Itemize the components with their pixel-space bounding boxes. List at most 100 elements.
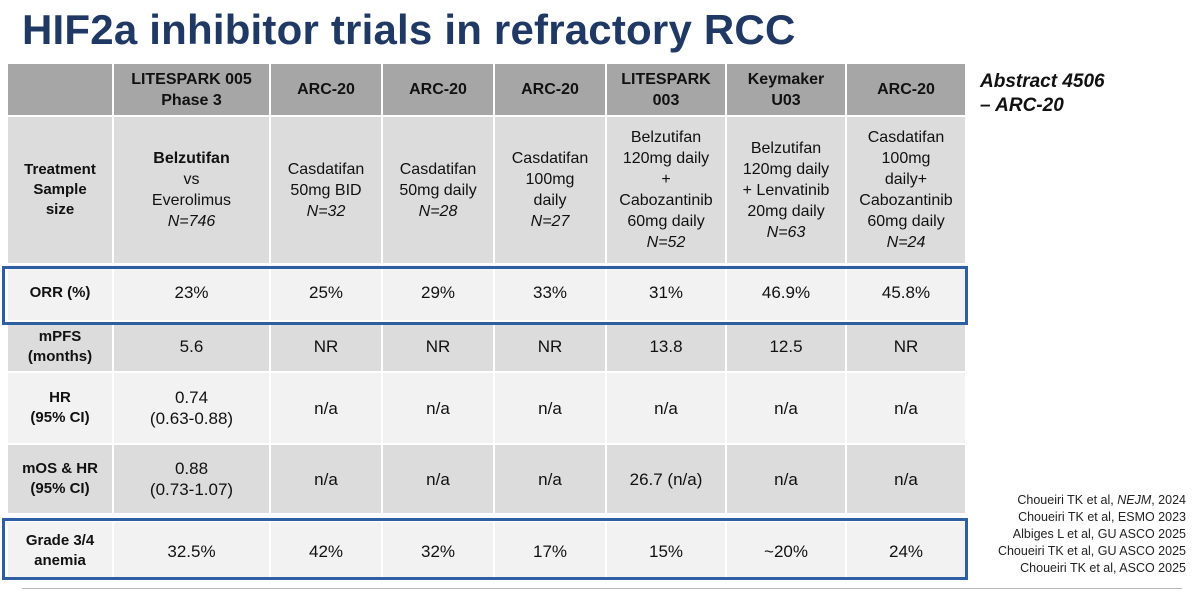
references: Choueiri TK et al, NEJM, 2024 Choueiri T… <box>998 492 1186 577</box>
mpfs-cell: NR <box>271 322 383 373</box>
treatment-line: 60mg daily <box>867 213 945 230</box>
mos-cell: n/a <box>495 445 607 515</box>
reference-year: , 2024 <box>1151 493 1186 507</box>
row-label-anemia: Grade 3/4 anemia <box>8 522 114 582</box>
treatment-line: Casdatifan <box>399 160 477 178</box>
treatment-cell: Belzutifan vs Everolimus N=746 <box>114 117 271 265</box>
mos-cell: n/a <box>847 445 967 515</box>
mpfs-cell: NR <box>383 322 495 373</box>
orr-cell: 33% <box>495 265 607 322</box>
treatment-line: Casdatifan <box>511 150 589 167</box>
abstract-note-line1: Abstract 4506 <box>980 71 1105 92</box>
treatment-line: 120mg daily <box>622 150 710 167</box>
anemia-cell: 15% <box>607 522 727 582</box>
label-line: Sample <box>33 181 87 198</box>
label-line: Treatment <box>24 161 96 178</box>
reference-journal: NEJM <box>1117 493 1152 507</box>
mos-row: mOS & HR (95% CI) 0.88 (0.73-1.07) n/a n… <box>8 445 967 515</box>
header-cell-litespark003: LITESPARK 003 <box>607 64 727 117</box>
treatment-cell: Casdatifan 50mg BID N=32 <box>271 117 383 265</box>
hr-cell: n/a <box>727 373 847 445</box>
treatment-line: 20mg daily <box>747 202 825 220</box>
treatment-line: daily <box>533 192 567 209</box>
mpfs-cell: NR <box>495 322 607 373</box>
anemia-cell: 17% <box>495 522 607 582</box>
header-cell-arc20-b: ARC-20 <box>383 64 495 117</box>
orr-cell: 45.8% <box>847 265 967 322</box>
row-label-mpfs: mPFS (months) <box>8 322 114 373</box>
abstract-note-line2: – ARC-20 <box>980 95 1064 116</box>
header-cell-arc20-c: ARC-20 <box>495 64 607 117</box>
header-line: Phase 3 <box>161 91 222 109</box>
treatment-line: Everolimus <box>151 192 232 209</box>
trials-table: LITESPARK 005 Phase 3 ARC-20 ARC-20 ARC-2… <box>8 64 967 582</box>
header-line: 003 <box>652 91 680 109</box>
treatment-cell: Casdatifan 50mg daily N=28 <box>383 117 495 265</box>
treatment-line: Cabozantinib <box>859 192 953 209</box>
header-line: ARC-20 <box>521 81 579 98</box>
orr-cell: 29% <box>383 265 495 322</box>
value-line: (0.73-1.07) <box>149 480 234 499</box>
label-line: mOS & HR <box>22 460 98 477</box>
header-cell-empty <box>8 64 114 117</box>
label-line: size <box>45 201 75 218</box>
treatment-line: + Lenvatinib <box>742 181 830 199</box>
mpfs-cell: 13.8 <box>607 322 727 373</box>
sample-size: N=746 <box>167 213 216 230</box>
mos-cell: 0.88 (0.73-1.07) <box>114 445 271 515</box>
anemia-cell: 24% <box>847 522 967 582</box>
treatment-line: vs <box>183 171 200 188</box>
label-line: mPFS <box>38 327 82 345</box>
treatment-line: Casdatifan <box>867 129 945 146</box>
mpfs-cell: NR <box>847 322 967 373</box>
header-cell-keymaker: Keymaker U03 <box>727 64 847 117</box>
orr-cell: 23% <box>114 265 271 322</box>
mpfs-cell: 5.6 <box>114 322 271 373</box>
hr-cell: 0.74 (0.63-0.88) <box>114 373 271 445</box>
footer-divider <box>22 588 1182 589</box>
header-line: LITESPARK 005 <box>131 70 252 88</box>
row-label-mos: mOS & HR (95% CI) <box>8 445 114 515</box>
value-line: (0.63-0.88) <box>149 409 234 428</box>
hr-row: HR (95% CI) 0.74 (0.63-0.88) n/a n/a n/a… <box>8 373 967 445</box>
anemia-cell: 32.5% <box>114 522 271 582</box>
reference-item: Choueiri TK et al, GU ASCO 2025 <box>997 544 1186 558</box>
treatment-cell: Casdatifan 100mg daily+ Cabozantinib 60m… <box>847 117 967 265</box>
treatment-cell: Casdatifan 100mg daily N=27 <box>495 117 607 265</box>
spacer-row <box>8 515 967 522</box>
treatment-line: Belzutifan <box>750 139 822 157</box>
anemia-cell: ~20% <box>727 522 847 582</box>
reference-text: Choueiri TK et al, <box>1017 493 1118 507</box>
row-label-orr: ORR (%) <box>8 265 114 322</box>
hr-cell: n/a <box>271 373 383 445</box>
sample-size: N=32 <box>306 202 346 220</box>
page-title: HIF2a inhibitor trials in refractory RCC <box>22 6 796 53</box>
header-row: LITESPARK 005 Phase 3 ARC-20 ARC-20 ARC-2… <box>8 64 967 117</box>
treatment-line: 50mg daily <box>399 181 477 199</box>
treatment-cell: Belzutifan 120mg daily + Lenvatinib 20mg… <box>727 117 847 265</box>
reference-item: Choueiri TK et al, ASCO 2025 <box>1020 561 1186 575</box>
treatment-line: Belzutifan <box>153 150 230 167</box>
sample-size: N=63 <box>766 223 806 241</box>
mpfs-cell: 12.5 <box>727 322 847 373</box>
reference-item: Albiges L et al, GU ASCO 2025 <box>1012 527 1186 541</box>
anemia-row: Grade 3/4 anemia 32.5% 42% 32% 17% 15% ~… <box>8 522 967 582</box>
treatment-line: 50mg BID <box>290 181 362 199</box>
header-line: LITESPARK <box>621 70 711 88</box>
label-line: Grade 3/4 <box>25 532 95 549</box>
reference-item: Choueiri TK et al, NEJM, 2024 <box>998 492 1186 509</box>
hr-cell: n/a <box>847 373 967 445</box>
label-line: (months) <box>27 347 93 365</box>
sample-size: N=27 <box>530 213 570 230</box>
value-line: 0.74 <box>174 388 209 407</box>
header-line: U03 <box>771 91 801 109</box>
treatment-line: + <box>661 171 671 188</box>
hr-cell: n/a <box>607 373 727 445</box>
row-label-treatment: Treatment Sample size <box>8 117 114 265</box>
treatment-line: Belzutifan <box>630 129 702 146</box>
anemia-cell: 42% <box>271 522 383 582</box>
mpfs-row: mPFS (months) 5.6 NR NR NR 13.8 12.5 NR <box>8 322 967 373</box>
anemia-cell: 32% <box>383 522 495 582</box>
header-line: Keymaker <box>747 70 825 88</box>
treatment-line: Casdatifan <box>287 160 365 178</box>
